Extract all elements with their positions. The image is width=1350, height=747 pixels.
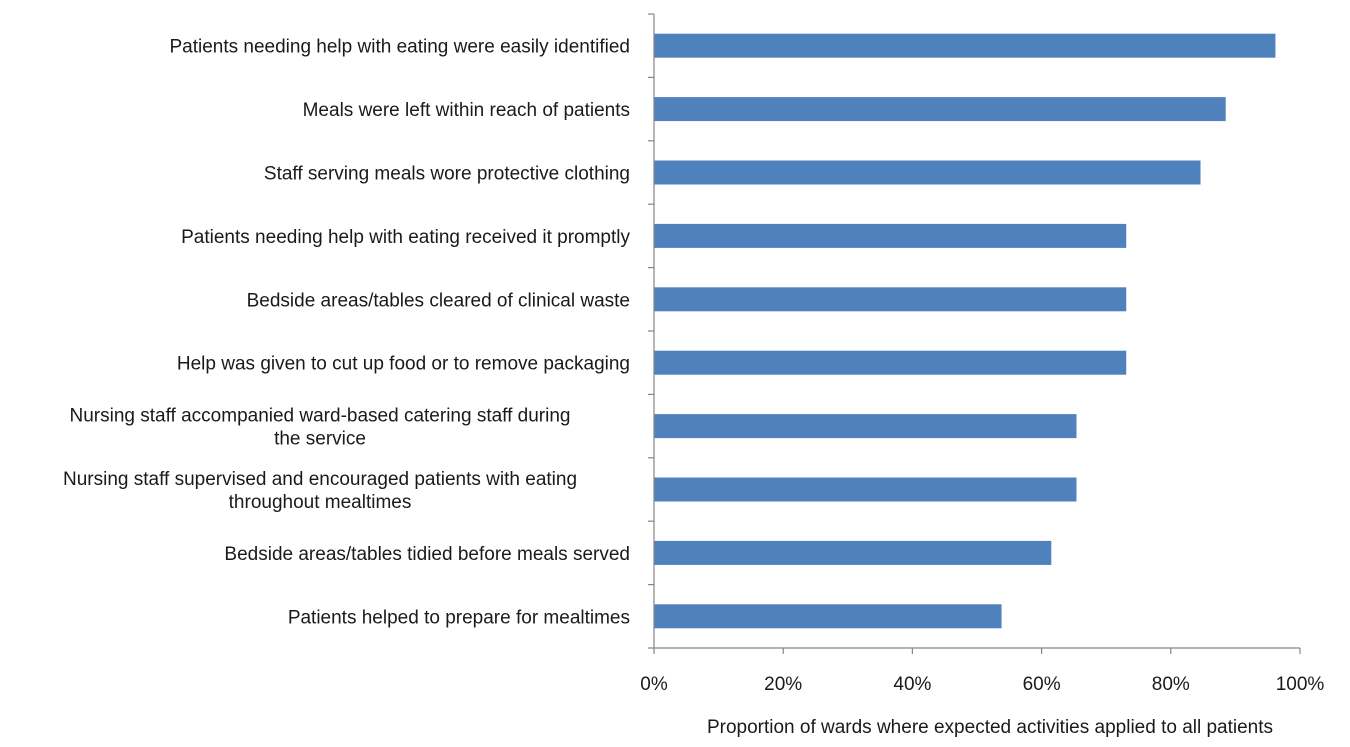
tick-labels-group: 0% 20% 40% 60% 80% 100%: [640, 674, 1324, 695]
category-label: Patients needing help with eating receiv…: [181, 227, 630, 248]
bars-group: [654, 33, 1276, 629]
bar: [654, 414, 1077, 439]
category-label: Meals were left within reach of patients: [303, 100, 630, 121]
x-axis-title: Proportion of wards where expected activ…: [707, 717, 1273, 738]
x-tick-label: 60%: [1023, 674, 1061, 695]
bar: [654, 604, 1002, 629]
bar: [654, 160, 1201, 185]
category-label: Bedside areas/tables cleared of clinical…: [247, 290, 630, 311]
category-label: Bedside areas/tables tidied before meals…: [224, 544, 630, 565]
bar: [654, 540, 1052, 565]
x-tick-label: 0%: [640, 674, 668, 695]
category-label-line: throughout mealtimes: [229, 492, 412, 513]
category-label: Nursing staff supervised and encouraged …: [63, 469, 577, 513]
bar: [654, 33, 1276, 58]
x-tick-label: 40%: [893, 674, 931, 695]
category-labels-group: Patients needing help with eating were e…: [63, 37, 631, 629]
bar: [654, 223, 1127, 248]
bar: [654, 97, 1226, 122]
bar: [654, 287, 1127, 312]
category-label-line: Nursing staff supervised and encouraged …: [63, 469, 577, 490]
category-label: Staff serving meals wore protective clot…: [264, 164, 630, 185]
x-tick-label: 20%: [764, 674, 802, 695]
x-tick-label: 100%: [1276, 674, 1325, 695]
bar: [654, 350, 1127, 375]
category-label: Patients needing help with eating were e…: [169, 37, 630, 58]
category-label: Patients helped to prepare for mealtimes: [288, 607, 630, 628]
category-label: Nursing staff accompanied ward-based cat…: [70, 406, 571, 450]
category-label-line: the service: [274, 429, 366, 450]
category-label-line: Nursing staff accompanied ward-based cat…: [70, 406, 571, 427]
x-tick-label: 80%: [1152, 674, 1190, 695]
category-label: Help was given to cut up food or to remo…: [177, 354, 630, 375]
bar: [654, 477, 1077, 502]
axes-group: [648, 13, 1301, 654]
